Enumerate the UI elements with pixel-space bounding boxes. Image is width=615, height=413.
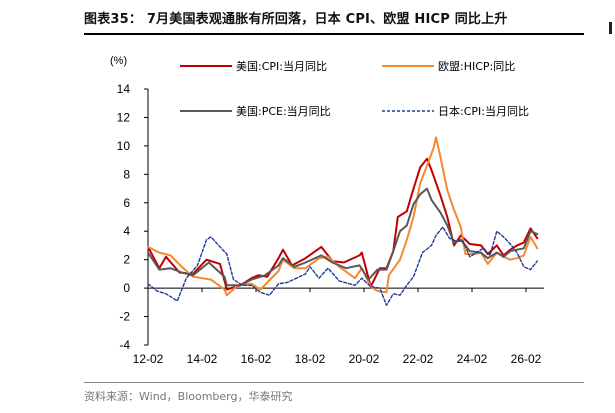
adjacent-panel-edge — [609, 22, 612, 34]
source-note: 资料来源：Wind，Bloomberg，华泰研究 — [84, 390, 293, 403]
y-tick-label: 2 — [123, 253, 130, 267]
chart-title: 图表35： 7月美国表观通胀有所回落，日本 CPI、欧盟 HICP 同比上升 — [84, 12, 508, 27]
y-tick-label: 0 — [123, 281, 130, 295]
y-tick-label: 4 — [123, 224, 130, 238]
x-tick-label: 20-02 — [349, 352, 380, 366]
y-tick-label: 10 — [117, 139, 131, 153]
y-tick-label: 8 — [123, 167, 130, 181]
series-line-3 — [147, 187, 539, 287]
y-tick-label: -2 — [119, 310, 130, 324]
chart-axes: (%) -4 -2 0 2 4 6 8 10 12 14 12-02 14-02 16-02 18-02 20… — [110, 55, 544, 366]
x-tick-label: 24-02 — [457, 352, 488, 366]
x-tick-label: 12-02 — [133, 352, 164, 366]
series-line-4 — [147, 226, 538, 306]
legend-label-1: 美国:CPI:当月同比 — [236, 59, 327, 73]
legend-label-2: 欧盟:HICP:同比 — [438, 60, 515, 73]
title-rule — [84, 33, 584, 35]
x-tick-label: 16-02 — [241, 352, 272, 366]
x-tick-label: 26-02 — [511, 352, 542, 366]
source-rule — [84, 382, 584, 383]
x-tick-label: 14-02 — [187, 352, 218, 366]
chart-series — [147, 136, 539, 306]
x-tick-label: 22-02 — [403, 352, 434, 366]
y-tick-label: 14 — [117, 82, 131, 96]
y-tick-label: 12 — [117, 110, 131, 124]
series-line-2 — [147, 136, 539, 297]
y-unit-label: (%) — [110, 55, 127, 67]
legend-label-4: 日本:CPI:当月同比 — [438, 104, 529, 118]
y-tick-label: 6 — [123, 196, 130, 210]
x-tick-label: 18-02 — [295, 352, 326, 366]
legend-label-3: 美国:PCE:当月同比 — [236, 104, 331, 118]
y-tick-label: -4 — [119, 338, 130, 352]
